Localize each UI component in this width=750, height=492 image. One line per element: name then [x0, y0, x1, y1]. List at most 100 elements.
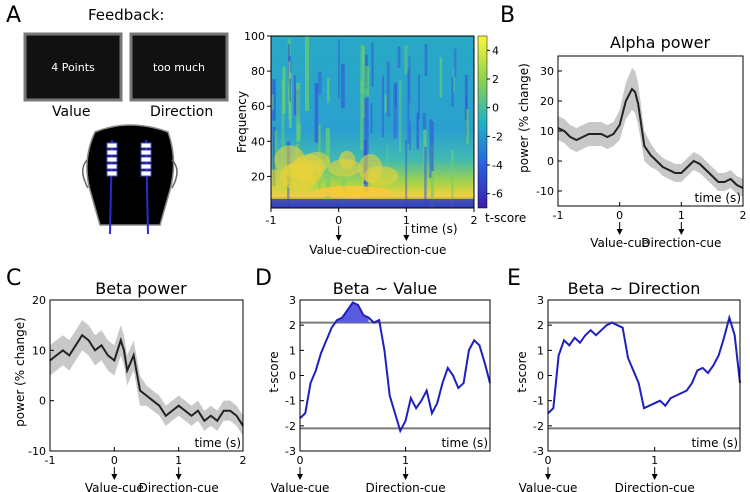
colorbar-tick: -6 — [492, 188, 503, 201]
colorbar — [477, 35, 488, 209]
value-label: Value — [52, 104, 90, 120]
E-beta-direction-ytick: -3 — [533, 445, 544, 458]
B-alpha-ytick: -10 — [536, 185, 554, 198]
tf-streak — [341, 153, 346, 206]
electrode-left-3 — [106, 156, 118, 163]
tf-ytick: 80 — [251, 65, 265, 78]
tf-streak — [451, 149, 454, 208]
head-electrode-illustration — [82, 124, 178, 235]
colorbar-tick: 2 — [492, 73, 499, 86]
tf-streak — [370, 103, 373, 133]
B-alpha-series-line — [557, 87, 744, 189]
D-beta-value-ytick: 0 — [289, 370, 296, 383]
tf-streak — [382, 75, 385, 138]
D-beta-value-ytick: -2 — [285, 420, 296, 433]
alpha-title: Alpha power — [610, 33, 710, 52]
E-beta-direction-direction-cue-label: Direction-cue — [615, 481, 695, 492]
beta-title: Beta power — [95, 279, 187, 298]
tf-streak — [397, 46, 401, 68]
tf-streak — [386, 145, 389, 180]
tf-streak — [430, 145, 434, 208]
E-beta-direction-value-cue-label: Value-cue — [519, 481, 578, 492]
tf-streak — [404, 45, 408, 75]
D-beta-value-xtick: 0 — [297, 454, 304, 467]
electrode-right-3 — [140, 156, 152, 163]
tf-streak — [293, 75, 296, 116]
tf-streak — [453, 48, 457, 77]
tf-streak — [386, 61, 390, 117]
E-beta-direction-ytick: -2 — [533, 420, 544, 433]
tf-blob — [315, 186, 391, 198]
B-alpha-xtick: 1 — [678, 209, 685, 222]
panel-letter-c: C — [6, 266, 21, 291]
C-beta-xlabel: time (s) — [194, 436, 241, 450]
D-beta-value-ytick: -3 — [285, 445, 296, 458]
electrode-left-5 — [106, 170, 118, 177]
panel-letter-d: D — [255, 266, 272, 291]
tf-streak — [272, 79, 276, 121]
E-beta-direction-xlabel: time (s) — [691, 436, 738, 450]
beta-ylabel: power (% change) — [13, 317, 27, 427]
tf-blob — [271, 199, 474, 208]
tf-streak — [317, 71, 322, 95]
tf-ytick: 60 — [251, 100, 265, 113]
direction-screen-text: too much — [153, 61, 205, 74]
tf-streak — [439, 57, 443, 98]
D-beta-value-ytick: -1 — [285, 395, 296, 408]
B-alpha-xlabel: time (s) — [694, 191, 741, 205]
B-alpha-ytick: 20 — [540, 95, 554, 108]
tf-streak — [424, 146, 427, 208]
C-beta-ytick: 20 — [32, 294, 46, 307]
beta-direction-ylabel: t-score — [515, 351, 529, 392]
C-beta-xtick: 2 — [240, 454, 247, 467]
tf-streak — [338, 39, 340, 99]
beta-direction-title: Beta ~ Direction — [568, 279, 701, 298]
tf-streak — [384, 94, 387, 113]
tf-streak — [289, 78, 291, 102]
tf-value-cue-label: Value-cue — [309, 243, 368, 257]
panel-letter-a: A — [6, 3, 21, 28]
tf-streak — [360, 45, 365, 94]
tf-streak — [371, 42, 374, 87]
tf-streak — [431, 120, 434, 172]
C-beta-value-cue-label: Value-cue — [85, 481, 144, 492]
tf-streak — [429, 119, 432, 178]
colorbar-tick: -4 — [492, 159, 503, 172]
C-beta-ytick: -10 — [28, 445, 46, 458]
tf-streak — [281, 80, 285, 155]
tf-streak — [360, 81, 364, 151]
tf-streak — [464, 74, 468, 120]
B-alpha-xtick: 2 — [740, 209, 747, 222]
tf-streak — [466, 109, 469, 145]
value-screen — [23, 32, 123, 102]
colorbar-tick: 4 — [492, 44, 499, 57]
tf-streak — [271, 94, 274, 110]
tf-streak — [424, 44, 428, 77]
tf-streak — [327, 78, 330, 103]
D-beta-value-series-line — [299, 301, 491, 434]
alpha-ylabel: power (% change) — [517, 63, 531, 173]
electrode-left-1 — [106, 142, 118, 149]
tf-streak — [365, 66, 370, 97]
colorbar-tick: 0 — [492, 102, 499, 115]
D-beta-value-ytick: 3 — [289, 294, 296, 307]
D-beta-value-value-cue-label: Value-cue — [271, 481, 330, 492]
colorbar-tick: -2 — [492, 130, 503, 143]
panel-letter-b: B — [500, 3, 515, 28]
tf-streak — [394, 82, 397, 106]
tf-streak — [422, 112, 426, 130]
tf-blob — [358, 153, 383, 183]
B-alpha-xtick: -1 — [553, 209, 564, 222]
tf-xtick: 1 — [403, 214, 410, 227]
E-beta-direction-ytick: 0 — [537, 370, 544, 383]
tf-streak — [272, 126, 276, 187]
C-beta-xtick: -1 — [45, 454, 56, 467]
tf-streak — [418, 74, 420, 120]
C-beta-direction-cue-label: Direction-cue — [139, 481, 219, 492]
tf-heatmap — [270, 35, 475, 209]
B-alpha-ytick: 30 — [540, 65, 554, 78]
electrode-right-4 — [140, 163, 152, 170]
tf-streak — [314, 83, 319, 143]
E-beta-direction-xtick: 0 — [545, 454, 552, 467]
